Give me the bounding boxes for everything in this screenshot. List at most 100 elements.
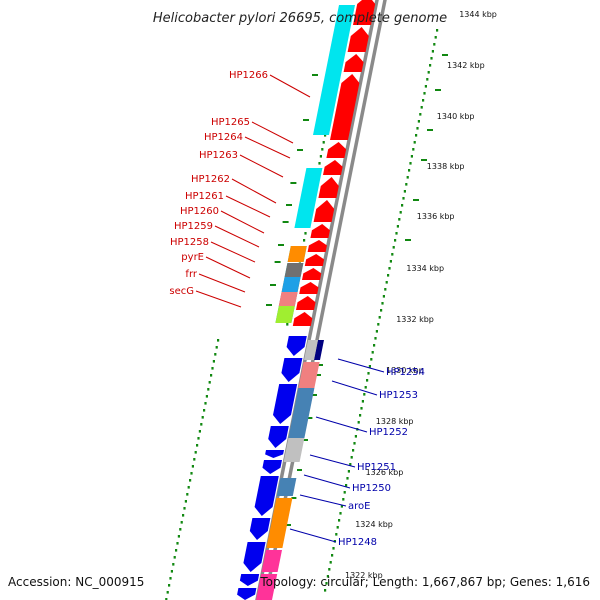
gc-dot-inner-bottom [196,444,199,447]
gc-dot-outer [406,176,409,179]
reverse-gene-arrow [268,426,289,448]
forward-gene-arrow [299,282,319,294]
forward-gene-label: frr [185,269,197,280]
gc-dot-outer [350,456,353,459]
cog-block-reverse [266,498,293,548]
gc-dot-outer [342,498,345,501]
reverse-gene-label: HP1253 [379,390,418,401]
gc-dot-inner-top [324,134,327,137]
gc-dot-outer [420,106,423,109]
forward-gene-arrow [304,254,325,266]
gc-dot-outer [436,29,439,32]
kbp-tick-label: 1330 kbp [386,366,424,375]
gc-dot-inner-bottom [165,598,168,600]
forward-gene-label: HP1258 [170,237,209,248]
gc-dot-outer [366,379,369,382]
gc-dot-outer [368,365,371,368]
gc-dot-outer [324,589,327,592]
gc-dot-outer [354,435,357,438]
gc-dot-inner-bottom [194,451,197,454]
gc-dot-outer [402,197,405,200]
forward-gene-label: pyrE [181,252,204,263]
kbp-tick-label: 1328 kbp [376,417,414,426]
gc-dot-inner-top [321,148,324,151]
reverse-gene-label: aroE [348,501,370,512]
reverse-gene-arrow [286,336,307,356]
gc-dot-outer [353,442,356,445]
gc-dot-outer [332,547,335,550]
gc-dot-inner-bottom [187,486,190,489]
gc-dot-inner-bottom [198,430,201,433]
forward-gene-label: HP1266 [229,70,268,81]
kbp-tick-label: 1342 kbp [447,61,485,70]
forward-gene-arrow [323,160,343,175]
forward-gene-label: HP1262 [191,174,230,185]
gc-dot-outer [415,134,418,137]
gc-dot-inner-top [303,239,306,242]
gc-dot-outer [346,477,349,480]
gc-dot-inner-top [319,155,322,158]
cog-block-reverse [298,362,320,388]
reverse-gene-label: HP1250 [352,483,391,494]
kbp-tick-label: 1334 kbp [406,264,444,273]
cog-block-forward [284,263,304,277]
reverse-label-connector [299,494,347,507]
gc-dot-inner-bottom [205,395,208,398]
gc-dot-inner-top [304,232,307,235]
reverse-label-connector [303,474,351,489]
cog-block-reverse [256,574,278,600]
forward-gene-arrow [326,142,347,158]
gc-dot-inner-bottom [208,381,211,384]
reverse-label-connector [337,358,385,373]
topology-summary: Topology: circular; Length: 1,667,867 bp… [259,575,590,589]
forward-gene-arrow [353,0,376,25]
forward-gene-arrow [330,74,360,140]
gc-dot-outer [378,316,381,319]
gc-dot-inner-bottom [168,584,171,587]
gc-dot-outer [395,232,398,235]
reverse-gene-arrow [265,450,284,458]
kbp-tick-label: 1338 kbp [427,162,465,171]
gc-dot-outer [429,64,432,67]
gc-dot-inner-bottom [204,402,207,405]
gene-tracks [237,0,376,600]
gc-dot-inner-bottom [183,507,186,510]
gc-dot-outer [410,155,413,158]
gc-dot-inner-bottom [177,535,180,538]
forward-label-connector [220,210,265,234]
gc-dot-outer [401,204,404,207]
gc-dot-inner-bottom [215,346,218,349]
gc-dot-outer [427,71,430,74]
cog-block-forward [278,292,298,306]
gc-dot-inner-bottom [193,458,196,461]
gc-dot-outer [328,568,331,571]
forward-gene-label: HP1264 [204,132,243,143]
gc-dot-outer [345,484,348,487]
gc-dot-outer [370,358,373,361]
forward-gene-arrow [307,240,327,252]
gc-dot-outer [413,141,416,144]
forward-gene-arrow [343,54,364,72]
gc-dot-outer [384,288,387,291]
gc-dot-outer [385,281,388,284]
forward-gene-arrow [347,27,369,52]
gc-dot-outer [434,36,437,39]
reverse-gene-arrow [262,460,282,474]
gc-dot-outer [389,260,392,263]
gc-dot-outer [433,43,436,46]
kbp-tick-label: 1336 kbp [417,212,455,221]
reverse-gene-arrow [273,384,298,424]
gc-dot-outer [412,148,415,151]
cog-block-reverse [304,340,318,360]
gc-dot-outer [387,274,390,277]
gc-dot-outer [343,491,346,494]
gc-dot-inner-bottom [173,556,176,559]
gc-dot-outer [363,393,366,396]
accession-text: Accession: NC_000915 [8,575,144,589]
gc-dot-inner-bottom [197,437,200,440]
forward-gene-arrow [296,296,316,310]
reverse-label-connector [315,416,368,433]
gc-dot-outer [426,78,429,81]
